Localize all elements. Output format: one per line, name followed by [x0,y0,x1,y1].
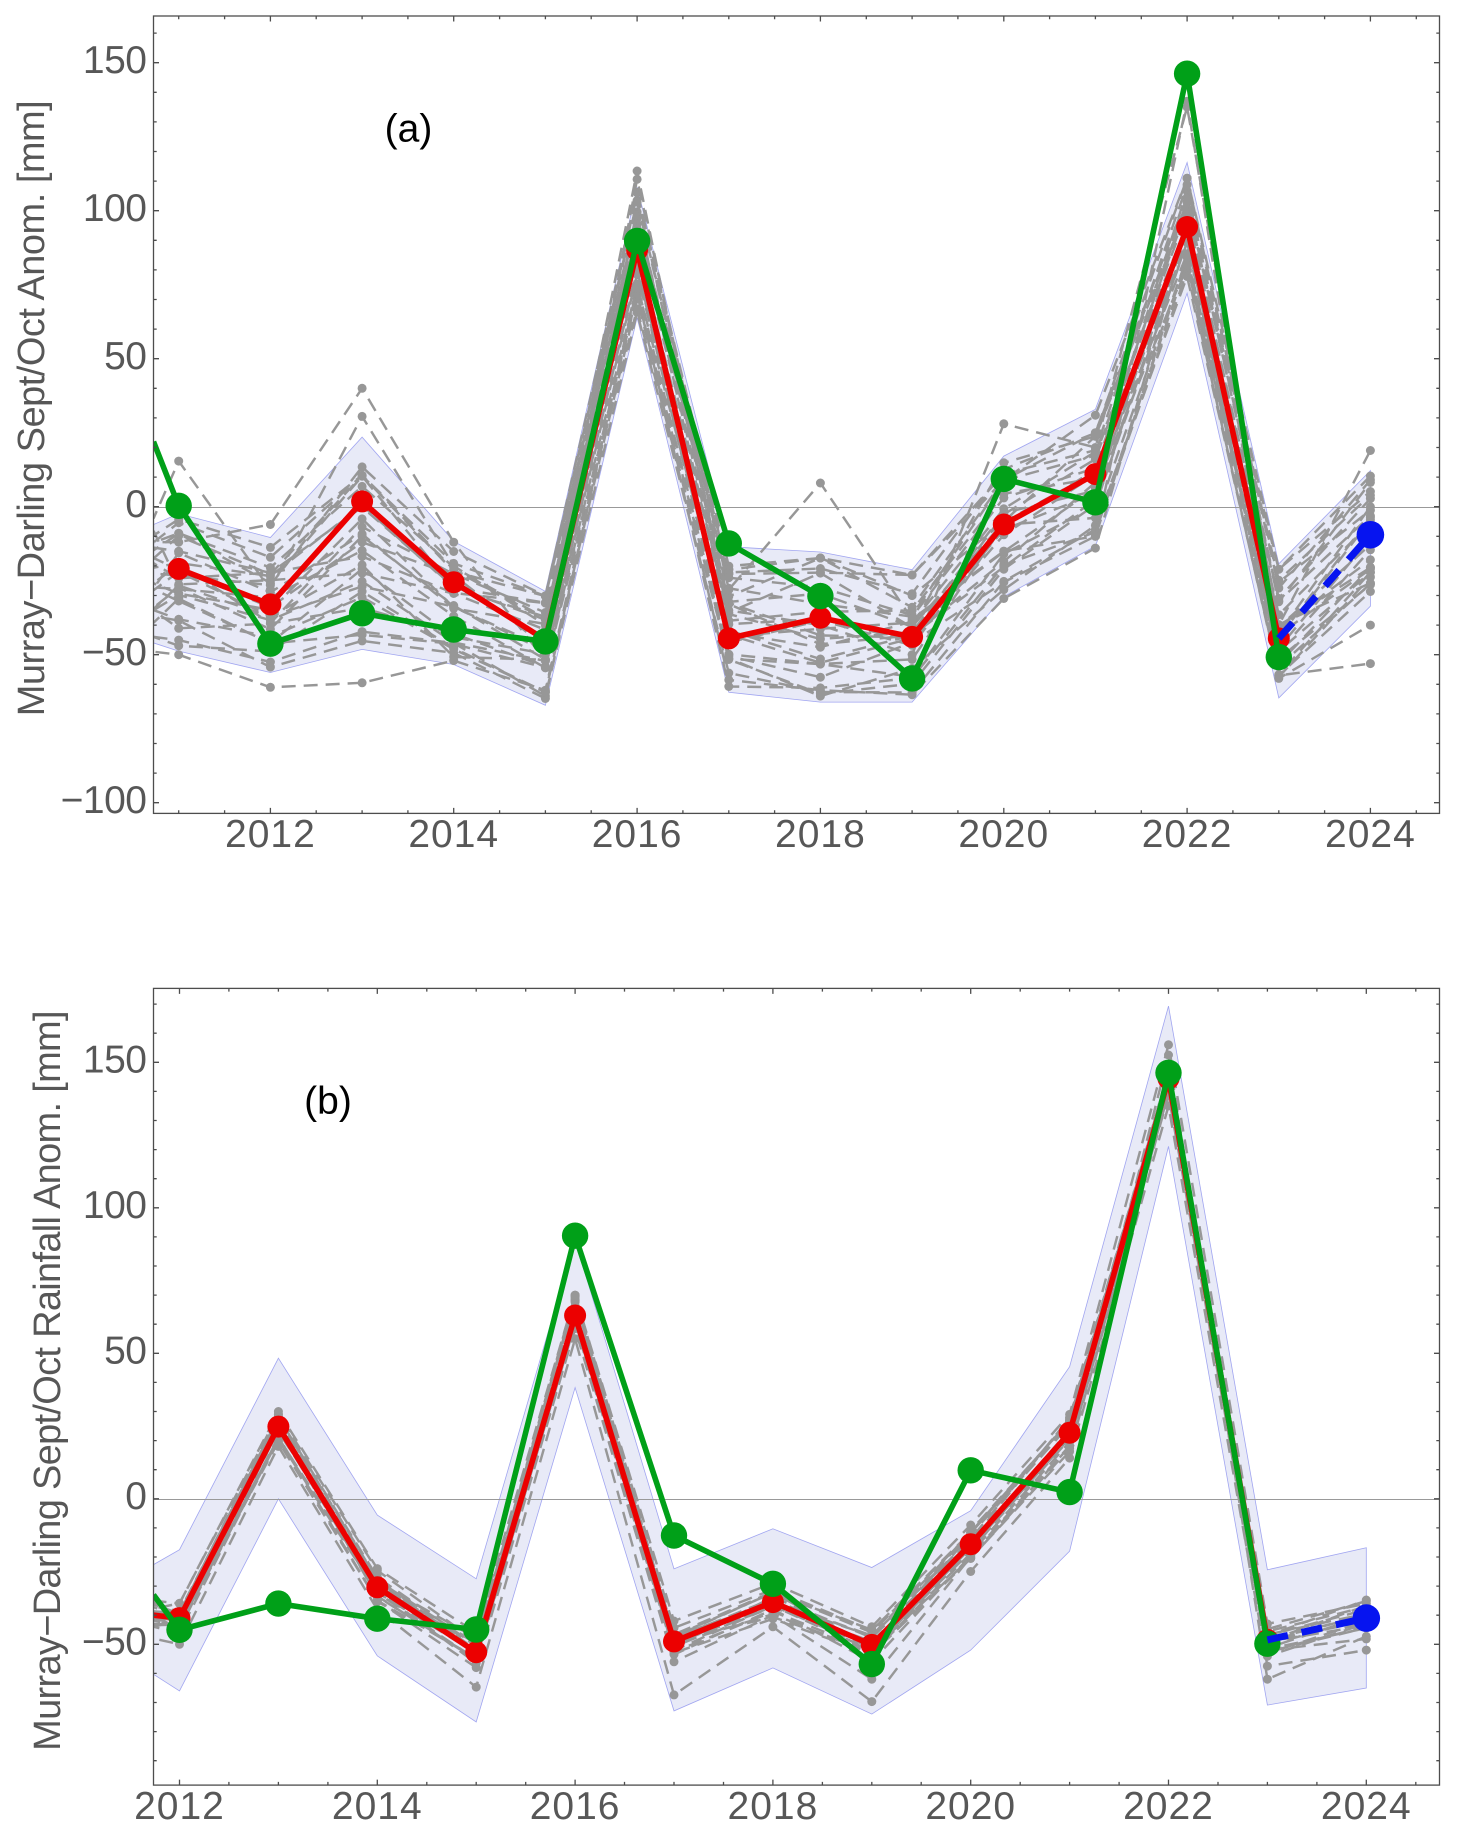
svg-text:−50: −50 [82,1621,147,1664]
svg-text:2022: 2022 [1123,1785,1214,1828]
svg-text:2020: 2020 [958,813,1049,856]
svg-text:2018: 2018 [728,1785,819,1828]
svg-text:(a): (a) [385,108,433,151]
svg-text:Murray−Darling Sept/Oct Rainfa: Murray−Darling Sept/Oct Rainfall Anom. [… [27,1011,69,1751]
svg-text:2022: 2022 [1142,813,1233,856]
svg-text:−100: −100 [61,779,147,822]
svg-text:0: 0 [125,483,146,526]
svg-text:2018: 2018 [775,813,866,856]
svg-text:100: 100 [83,187,147,230]
svg-text:50: 50 [104,335,146,378]
svg-text:(b): (b) [304,1080,352,1123]
svg-text:2024: 2024 [1321,1785,1412,1828]
svg-text:150: 150 [83,1039,147,1082]
svg-text:50: 50 [104,1330,146,1373]
svg-text:2012: 2012 [225,813,316,856]
svg-text:−50: −50 [82,631,147,674]
svg-text:2024: 2024 [1325,813,1416,856]
svg-text:Murray−Darling Sept/Oct Anom.: Murray−Darling Sept/Oct Anom. [mm] [11,101,53,716]
svg-text:100: 100 [83,1184,147,1227]
svg-text:2012: 2012 [134,1785,225,1828]
svg-text:2014: 2014 [332,1785,423,1828]
svg-text:2016: 2016 [592,813,683,856]
svg-text:2014: 2014 [408,813,499,856]
svg-text:0: 0 [125,1475,146,1518]
svg-text:150: 150 [83,39,147,82]
svg-text:2020: 2020 [925,1785,1016,1828]
svg-text:2016: 2016 [530,1785,621,1828]
